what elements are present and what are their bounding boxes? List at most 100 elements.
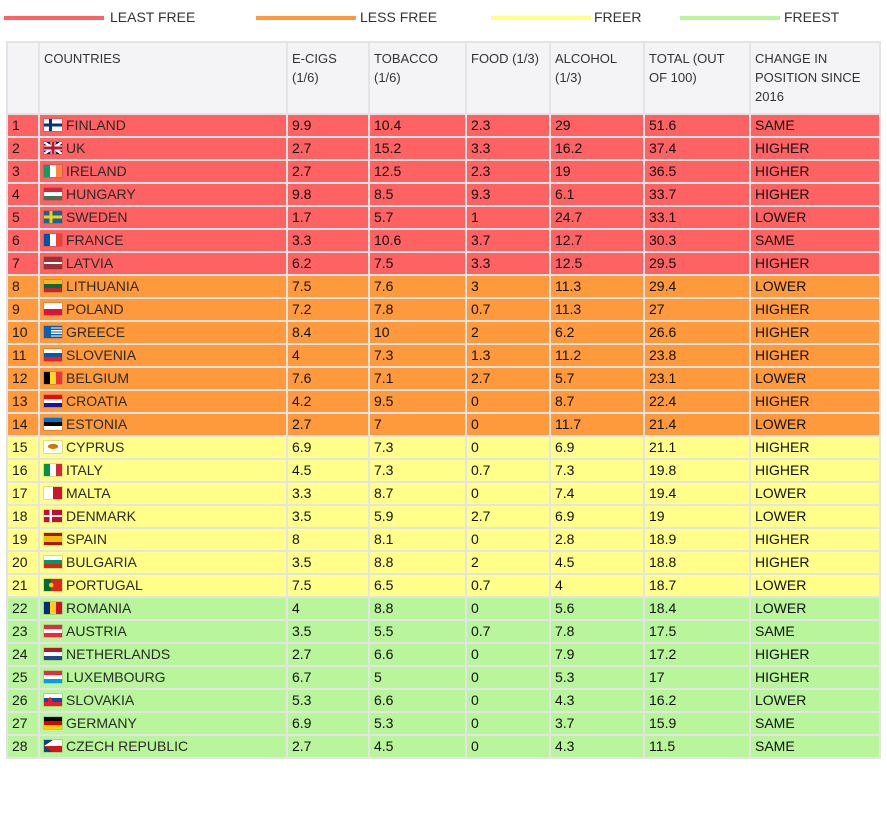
ecigs-cell: 3.5 bbox=[286, 504, 370, 529]
food-cell: 3.7 bbox=[465, 228, 551, 253]
food-cell: 1 bbox=[465, 205, 551, 230]
country-name: LITHUANIA bbox=[66, 278, 140, 294]
change-cell: HIGHER bbox=[749, 251, 881, 276]
rank-cell: 27 bbox=[6, 711, 40, 736]
column-header-food: FOOD (1/3) bbox=[465, 41, 551, 115]
food-cell: 0.7 bbox=[465, 458, 551, 483]
food-cell: 0 bbox=[465, 665, 551, 690]
country-cell: SLOVAKIA bbox=[38, 688, 288, 713]
food-cell: 2 bbox=[465, 320, 551, 345]
table-row: 16 ITALY 4.5 7.3 0.7 7.3 19.8 HIGHER bbox=[6, 458, 881, 483]
estonia-flag-icon bbox=[44, 418, 62, 430]
country-name: IRELAND bbox=[66, 163, 127, 179]
rank-cell: 23 bbox=[6, 619, 40, 644]
country-cell: CYPRUS bbox=[38, 435, 288, 460]
legend-label: LEAST FREE bbox=[110, 9, 196, 25]
slovakia-flag-icon bbox=[44, 694, 62, 706]
table-row: 28 CZECH REPUBLIC 2.7 4.5 0 4.3 11.5 SAME bbox=[6, 734, 881, 759]
total-cell: 21.4 bbox=[643, 412, 751, 437]
country-name: LATVIA bbox=[66, 255, 114, 271]
tobacco-cell: 6.6 bbox=[368, 688, 467, 713]
column-header-change: CHANGE IN POSITION SINCE 2016 bbox=[749, 41, 881, 115]
tobacco-cell: 10.6 bbox=[368, 228, 467, 253]
alcohol-cell: 5.7 bbox=[549, 366, 645, 391]
change-cell: HIGHER bbox=[749, 665, 881, 690]
total-cell: 22.4 bbox=[643, 389, 751, 414]
rank-cell: 1 bbox=[6, 113, 40, 138]
total-cell: 18.9 bbox=[643, 527, 751, 552]
country-name: ITALY bbox=[66, 462, 103, 478]
column-header-alcohol: ALCOHOL (1/3) bbox=[549, 41, 645, 115]
rank-cell: 4 bbox=[6, 182, 40, 207]
austria-flag-icon bbox=[44, 625, 62, 637]
column-header-ecigs: E-CIGS (1/6) bbox=[286, 41, 370, 115]
change-cell: LOWER bbox=[749, 366, 881, 391]
belgium-flag-icon bbox=[44, 372, 62, 384]
alcohol-cell: 29 bbox=[549, 113, 645, 138]
table-row: 3 IRELAND 2.7 12.5 2.3 19 36.5 HIGHER bbox=[6, 159, 881, 184]
country-name: GREECE bbox=[66, 324, 126, 340]
rank-cell: 13 bbox=[6, 389, 40, 414]
alcohol-cell: 4.5 bbox=[549, 550, 645, 575]
total-cell: 18.4 bbox=[643, 596, 751, 621]
slovenia-flag-icon bbox=[44, 349, 62, 361]
country-cell: SPAIN bbox=[38, 527, 288, 552]
change-cell: LOWER bbox=[749, 205, 881, 230]
country-cell: SWEDEN bbox=[38, 205, 288, 230]
rank-cell: 28 bbox=[6, 734, 40, 759]
ranking-table-container: COUNTRIES E-CIGS (1/6) TOBACCO (1/6) FOO… bbox=[6, 41, 881, 759]
change-cell: HIGHER bbox=[749, 320, 881, 345]
alcohol-cell: 6.1 bbox=[549, 182, 645, 207]
total-cell: 19 bbox=[643, 504, 751, 529]
alcohol-cell: 11.7 bbox=[549, 412, 645, 437]
table-row: 21 PORTUGAL 7.5 6.5 0.7 4 18.7 LOWER bbox=[6, 573, 881, 598]
food-cell: 3.3 bbox=[465, 136, 551, 161]
country-name: PORTUGAL bbox=[66, 577, 143, 593]
change-cell: HIGHER bbox=[749, 642, 881, 667]
country-name: SWEDEN bbox=[66, 209, 128, 225]
alcohol-cell: 8.7 bbox=[549, 389, 645, 414]
total-cell: 16.2 bbox=[643, 688, 751, 713]
country-cell: IRELAND bbox=[38, 159, 288, 184]
ecigs-cell: 5.3 bbox=[286, 688, 370, 713]
alcohol-cell: 16.2 bbox=[549, 136, 645, 161]
ecigs-cell: 7.5 bbox=[286, 573, 370, 598]
table-row: 22 ROMANIA 4 8.8 0 5.6 18.4 LOWER bbox=[6, 596, 881, 621]
alcohol-cell: 3.7 bbox=[549, 711, 645, 736]
netherlands-flag-icon bbox=[44, 648, 62, 660]
tobacco-cell: 4.5 bbox=[368, 734, 467, 759]
change-cell: HIGHER bbox=[749, 159, 881, 184]
tobacco-cell: 6.6 bbox=[368, 642, 467, 667]
change-cell: SAME bbox=[749, 711, 881, 736]
legend-label: FREER bbox=[594, 9, 642, 25]
food-cell: 2.3 bbox=[465, 113, 551, 138]
change-cell: LOWER bbox=[749, 481, 881, 506]
country-name: AUSTRIA bbox=[66, 623, 127, 639]
tobacco-cell: 7.8 bbox=[368, 297, 467, 322]
table-row: 9 POLAND 7.2 7.8 0.7 11.3 27 HIGHER bbox=[6, 297, 881, 322]
legend-label: LESS FREE bbox=[360, 9, 438, 25]
ecigs-cell: 4 bbox=[286, 343, 370, 368]
tobacco-cell: 15.2 bbox=[368, 136, 467, 161]
food-cell: 0 bbox=[465, 527, 551, 552]
table-row: 13 CROATIA 4.2 9.5 0 8.7 22.4 HIGHER bbox=[6, 389, 881, 414]
legend-swatch bbox=[491, 16, 591, 20]
rank-cell: 14 bbox=[6, 412, 40, 437]
total-cell: 17.2 bbox=[643, 642, 751, 667]
alcohol-cell: 7.9 bbox=[549, 642, 645, 667]
table-row: 10 GREECE 8.4 10 2 6.2 26.6 HIGHER bbox=[6, 320, 881, 345]
country-name: FRANCE bbox=[66, 232, 124, 248]
tobacco-cell: 10 bbox=[368, 320, 467, 345]
country-cell: AUSTRIA bbox=[38, 619, 288, 644]
rank-cell: 21 bbox=[6, 573, 40, 598]
tobacco-cell: 5.7 bbox=[368, 205, 467, 230]
table-row: 14 ESTONIA 2.7 7 0 11.7 21.4 LOWER bbox=[6, 412, 881, 437]
food-cell: 0.7 bbox=[465, 297, 551, 322]
table-row: 15 CYPRUS 6.9 7.3 0 6.9 21.1 HIGHER bbox=[6, 435, 881, 460]
total-cell: 11.5 bbox=[643, 734, 751, 759]
rank-cell: 19 bbox=[6, 527, 40, 552]
ecigs-cell: 6.7 bbox=[286, 665, 370, 690]
change-cell: HIGHER bbox=[749, 389, 881, 414]
rank-cell: 12 bbox=[6, 366, 40, 391]
country-cell: ESTONIA bbox=[38, 412, 288, 437]
